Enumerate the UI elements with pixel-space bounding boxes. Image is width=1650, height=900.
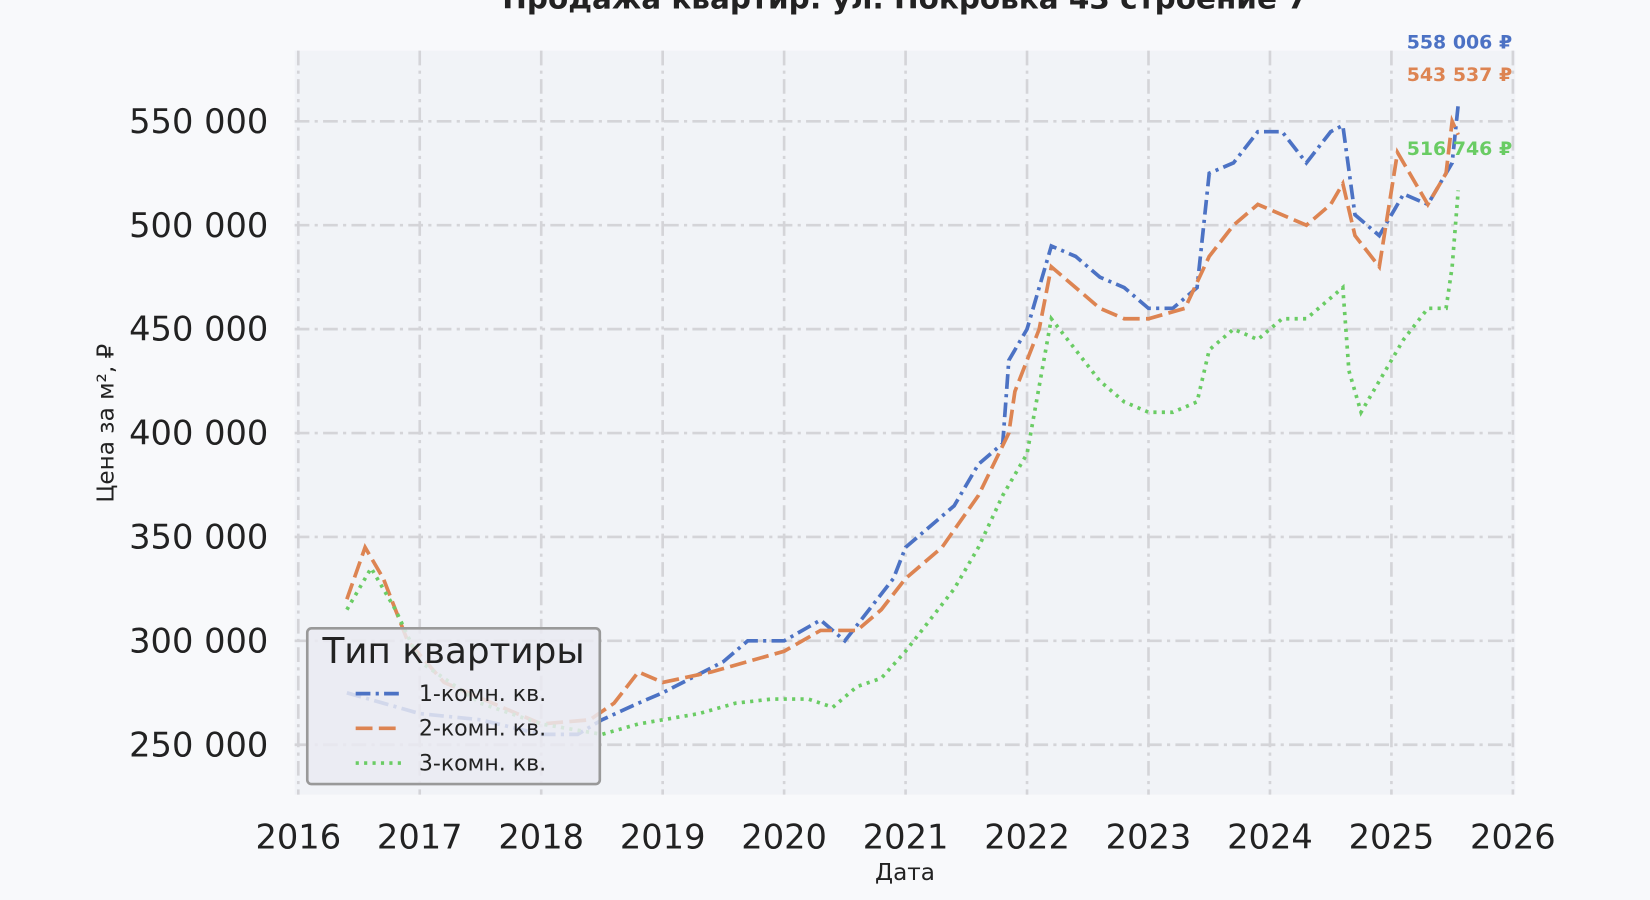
series-line — [345, 190, 1461, 737]
x-tick-label: 2020 — [741, 817, 827, 856]
x-tick-label: 2019 — [620, 817, 706, 856]
y-tick-label: 350 000 — [129, 518, 268, 557]
legend: Тип квартиры 1-комн. кв. 2-комн. кв. 3-комн… — [305, 627, 602, 786]
x-tick-label: 2025 — [1349, 817, 1435, 856]
series-line — [346, 104, 1461, 737]
chart-title: Продажа квартир: ул. Покровка 43 строени… — [502, 0, 1307, 16]
y-tick-label: 550 000 — [129, 102, 268, 141]
legend-label: 1-комн. кв. — [419, 681, 546, 707]
grid — [294, 50, 1516, 795]
legend-label: 2-комн. кв. — [419, 716, 546, 742]
legend-box — [305, 627, 602, 786]
end-value-label: 558 006 ₽ — [1407, 32, 1512, 54]
lines — [345, 104, 1461, 737]
legend-title: Тип квартиры — [321, 631, 584, 672]
x-tick-label: 2026 — [1470, 817, 1556, 856]
end-value-label: 543 537 ₽ — [1407, 64, 1512, 86]
y-tick-label: 400 000 — [129, 414, 268, 453]
series-line — [345, 114, 1460, 726]
y-tick-label: 450 000 — [129, 310, 268, 349]
x-tick-label: 2018 — [498, 817, 584, 856]
x-tick-label: 2021 — [863, 817, 949, 856]
x-tick-label: 2023 — [1106, 817, 1192, 856]
y-tick-label: 300 000 — [129, 621, 268, 660]
x-tick-label: 2024 — [1227, 817, 1313, 856]
y-tick-label: 500 000 — [129, 206, 268, 245]
x-tick-label: 2022 — [984, 817, 1070, 856]
y-axis-label: Цена за м², ₽ — [94, 344, 120, 503]
end-value-label: 516 746 ₽ — [1407, 138, 1512, 160]
legend-label: 3-комн. кв. — [419, 750, 546, 776]
x-tick-label: 2017 — [377, 817, 463, 856]
x-tick-label: 2016 — [255, 817, 341, 856]
x-axis-label: Дата — [875, 860, 935, 886]
y-tick-label: 250 000 — [129, 725, 268, 764]
